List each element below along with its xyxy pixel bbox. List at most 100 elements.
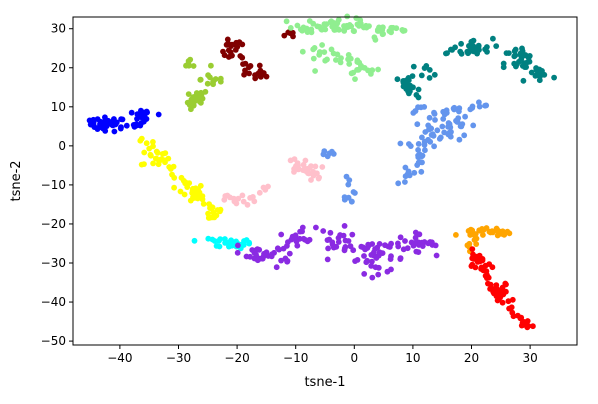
- data-point: [314, 170, 320, 177]
- data-point: [528, 69, 535, 76]
- data-point: [421, 104, 428, 110]
- data-point: [190, 102, 197, 109]
- data-point: [485, 274, 492, 281]
- data-point: [141, 149, 148, 156]
- data-point: [525, 323, 532, 329]
- data-point: [403, 77, 410, 84]
- data-point: [532, 72, 539, 79]
- data-point: [209, 204, 216, 211]
- data-point: [111, 116, 117, 122]
- data-point: [210, 209, 217, 216]
- data-point: [352, 76, 358, 82]
- data-point: [239, 54, 246, 61]
- data-point: [493, 43, 500, 49]
- data-point: [441, 129, 448, 136]
- data-point: [171, 184, 178, 191]
- data-point: [162, 150, 169, 157]
- data-point: [503, 50, 510, 56]
- data-point: [351, 28, 357, 35]
- data-point: [439, 123, 446, 130]
- data-point: [414, 121, 421, 128]
- data-point: [314, 23, 321, 30]
- data-point: [355, 66, 362, 73]
- data-point: [469, 42, 476, 49]
- data-point: [432, 117, 438, 123]
- data-point: [284, 258, 291, 264]
- data-point: [526, 58, 533, 65]
- data-point: [418, 168, 425, 175]
- data-point: [119, 116, 126, 123]
- data-point: [221, 52, 228, 59]
- data-point: [484, 44, 490, 50]
- data-point: [185, 91, 192, 97]
- data-point: [410, 84, 416, 91]
- data-point: [319, 42, 325, 48]
- data-point: [346, 22, 353, 28]
- data-point: [150, 160, 157, 167]
- data-point: [402, 173, 409, 180]
- data-point: [109, 122, 116, 129]
- data-point: [329, 149, 335, 156]
- data-point: [348, 198, 355, 205]
- data-point: [321, 21, 328, 28]
- data-point: [350, 69, 357, 76]
- data-point: [138, 107, 144, 114]
- data-point: [262, 186, 269, 193]
- data-point: [443, 107, 450, 114]
- data-point: [223, 41, 230, 48]
- data-point: [451, 106, 457, 113]
- data-point: [102, 117, 108, 124]
- data-point: [128, 109, 135, 116]
- data-point: [375, 271, 382, 278]
- data-point: [469, 227, 476, 234]
- data-point: [312, 163, 319, 170]
- data-point: [361, 253, 367, 259]
- data-point: [333, 243, 340, 250]
- data-point: [294, 160, 301, 167]
- data-point: [503, 281, 509, 288]
- data-point: [506, 230, 513, 237]
- data-point: [320, 151, 327, 158]
- data-point: [199, 196, 206, 203]
- data-point: [167, 166, 174, 172]
- data-point: [190, 63, 197, 69]
- data-point: [256, 246, 263, 253]
- data-point: [346, 177, 353, 184]
- data-point: [294, 22, 301, 29]
- y-tick-label: −50: [41, 334, 66, 348]
- data-point: [478, 264, 485, 271]
- data-point: [476, 99, 482, 106]
- data-point: [138, 114, 145, 121]
- data-point: [440, 116, 447, 122]
- data-point: [415, 86, 422, 93]
- data-point: [456, 108, 462, 115]
- axis-ticks: −40 −30 −20 −10 0 10 20 30 −50 −40 −30 −20 −10 0 10 20 3…: [41, 22, 538, 365]
- data-point: [150, 139, 156, 145]
- data-point: [416, 231, 423, 238]
- data-point: [253, 251, 259, 258]
- data-point: [341, 194, 348, 201]
- data-point: [474, 50, 480, 57]
- data-point: [244, 201, 251, 208]
- x-tick-label: 30: [522, 351, 537, 365]
- data-point: [378, 27, 385, 34]
- data-point: [400, 246, 407, 253]
- x-axis-label: tsne-1: [304, 375, 345, 390]
- data-point: [308, 177, 314, 183]
- data-point: [518, 314, 525, 321]
- data-point: [349, 231, 356, 238]
- data-point: [276, 246, 282, 253]
- data-point: [419, 243, 426, 250]
- data-point: [461, 132, 468, 139]
- data-point: [222, 193, 229, 199]
- data-point: [365, 242, 372, 249]
- data-point: [519, 45, 525, 52]
- data-point: [487, 229, 494, 236]
- data-point: [300, 24, 307, 31]
- data-point: [246, 64, 252, 71]
- y-tick-label: −10: [41, 178, 66, 192]
- data-point: [306, 18, 313, 24]
- data-point: [395, 180, 402, 187]
- data-point: [445, 123, 451, 130]
- data-point: [469, 103, 476, 110]
